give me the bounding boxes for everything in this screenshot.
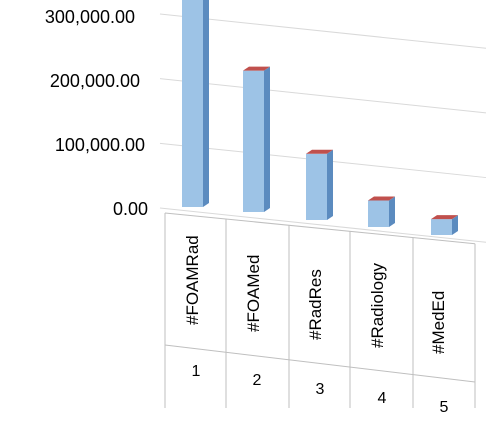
category-index: 4 (378, 390, 387, 407)
y-axis-ticks: 300,000.00 200,000.00 100,000.00 0.00 (45, 7, 148, 219)
category-index: 1 (192, 363, 201, 380)
bar-top (368, 196, 395, 201)
bar-front (431, 219, 452, 235)
bar-front (306, 153, 327, 220)
category-index: 5 (440, 399, 449, 416)
gridline (159, 207, 487, 243)
bar-front (182, 0, 203, 207)
bar-front (368, 200, 389, 227)
bar (431, 215, 458, 235)
y-tick-label: 0.00 (113, 199, 148, 219)
bar (368, 196, 395, 227)
category-table (164, 212, 476, 408)
y-tick-label: 300,000.00 (45, 7, 135, 27)
bar-side (389, 196, 395, 227)
bar (243, 66, 270, 213)
category-index: 2 (253, 372, 262, 389)
category-labels: #FOAMRad #FOAMed #RadRes #Radiology #MedEd 1 2… (183, 235, 449, 416)
category-label: #Radiology (368, 262, 387, 348)
bar-top (431, 215, 458, 220)
bar-side (203, 0, 209, 207)
y-tick-label: 100,000.00 (55, 135, 145, 155)
y-tick-label: 200,000.00 (50, 71, 140, 91)
table-row-divider (164, 344, 476, 383)
bar-side (327, 149, 333, 220)
category-label: #FOAMed (244, 255, 263, 332)
gridline (159, 78, 487, 114)
bar-side (264, 66, 270, 213)
category-label: #FOAMRad (183, 235, 202, 325)
bar-side (452, 215, 458, 235)
bar-front (243, 70, 264, 213)
gridline (159, 13, 487, 49)
category-label: #RadRes (306, 269, 325, 340)
table-top-edge (164, 212, 476, 245)
category-index: 3 (316, 381, 325, 398)
category-label: #MedEd (429, 291, 448, 354)
bar-top (306, 149, 333, 154)
bar (306, 149, 333, 220)
bar-top (243, 66, 270, 71)
bar (182, 0, 209, 207)
bars (182, 0, 458, 235)
